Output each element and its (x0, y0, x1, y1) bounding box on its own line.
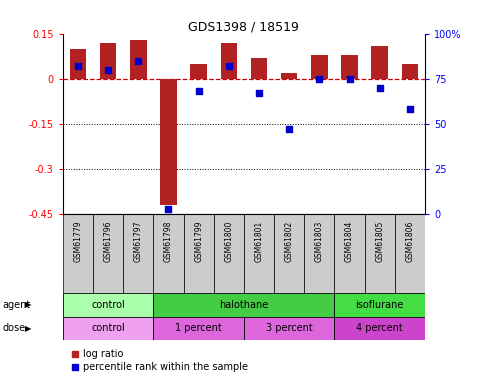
Bar (154, 293, 334, 316)
Text: ▶: ▶ (25, 300, 31, 309)
Text: 3 percent: 3 percent (266, 323, 313, 333)
Text: GSM61804: GSM61804 (345, 220, 354, 262)
Point (255, 90, 263, 96)
Point (406, 106, 414, 112)
Point (104, 67, 112, 73)
Text: GSM61798: GSM61798 (164, 220, 173, 262)
Text: 1 percent: 1 percent (175, 323, 222, 333)
Text: GSM61801: GSM61801 (255, 220, 264, 262)
Point (315, 76, 323, 82)
Bar (244, 214, 274, 293)
Text: agent: agent (2, 300, 30, 310)
Text: GDS1398 / 18519: GDS1398 / 18519 (188, 21, 299, 34)
Point (346, 76, 354, 82)
Bar (244, 316, 334, 340)
Bar (93, 214, 123, 293)
Point (165, 206, 172, 212)
Bar (213, 214, 244, 293)
Point (285, 126, 293, 132)
Bar (63, 293, 154, 316)
Bar (395, 214, 425, 293)
Text: halothane: halothane (219, 300, 269, 310)
Text: isoflurane: isoflurane (355, 300, 404, 310)
Bar (70, 49, 86, 79)
Bar (123, 214, 154, 293)
Bar (365, 214, 395, 293)
Bar (341, 55, 358, 79)
Bar (154, 214, 184, 293)
Point (376, 85, 384, 91)
Bar (251, 58, 267, 79)
Point (74, 63, 82, 69)
Bar (63, 316, 154, 340)
Bar (190, 64, 207, 79)
Text: GSM61803: GSM61803 (315, 220, 324, 262)
Bar (184, 214, 213, 293)
Bar (160, 79, 177, 205)
Text: GSM61799: GSM61799 (194, 220, 203, 262)
Bar (304, 214, 334, 293)
Point (225, 63, 233, 69)
Bar (311, 55, 327, 79)
Legend: log ratio, percentile rank within the sample: log ratio, percentile rank within the sa… (68, 345, 252, 375)
Bar (221, 43, 237, 79)
Text: GSM61797: GSM61797 (134, 220, 143, 262)
Point (195, 88, 202, 94)
Bar (334, 293, 425, 316)
Text: dose: dose (2, 323, 26, 333)
Text: GSM61806: GSM61806 (405, 220, 414, 262)
Bar (281, 73, 298, 79)
Text: ▶: ▶ (25, 324, 31, 333)
Text: GSM61805: GSM61805 (375, 220, 384, 262)
Text: GSM61779: GSM61779 (73, 220, 83, 262)
Bar (154, 316, 244, 340)
Text: GSM61800: GSM61800 (224, 220, 233, 262)
Text: control: control (91, 323, 125, 333)
Bar (402, 64, 418, 79)
Bar (63, 214, 93, 293)
Text: GSM61796: GSM61796 (103, 220, 113, 262)
Text: control: control (91, 300, 125, 310)
Bar (274, 214, 304, 293)
Point (134, 58, 142, 64)
Bar (100, 43, 116, 79)
Bar (334, 214, 365, 293)
Bar (371, 46, 388, 79)
Text: 4 percent: 4 percent (356, 323, 403, 333)
Text: GSM61802: GSM61802 (284, 220, 294, 262)
Bar (334, 316, 425, 340)
Bar (130, 40, 146, 79)
